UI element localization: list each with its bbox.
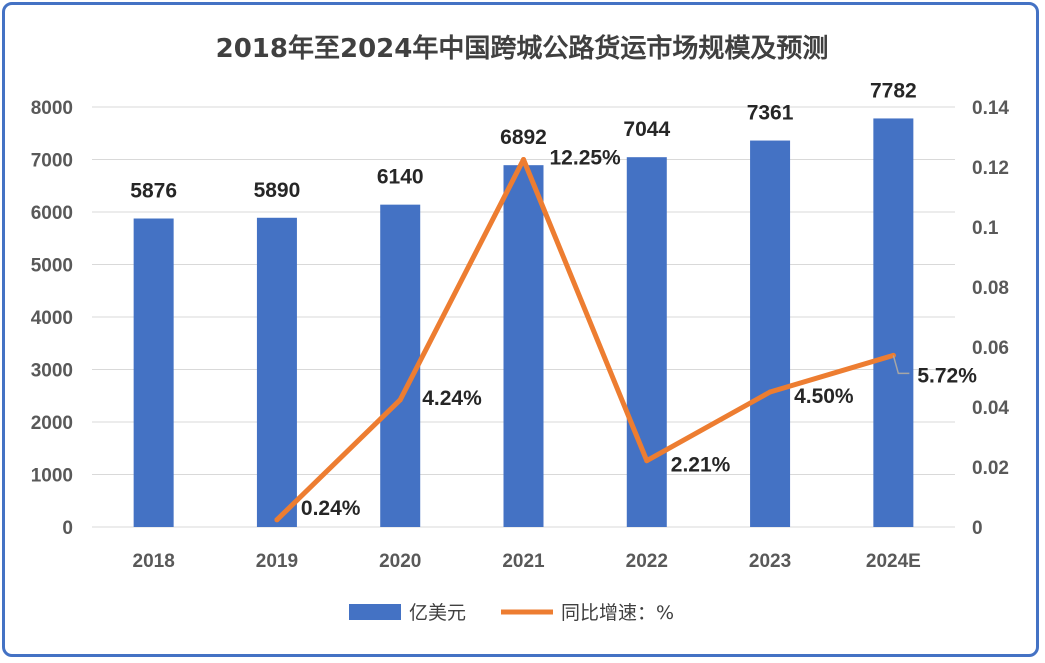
left-tick-label: 5000 xyxy=(31,256,73,277)
line-label-2019: 0.24% xyxy=(301,497,361,520)
right-tick-label: 0.14 xyxy=(972,98,1009,119)
line-label-2022: 2.21% xyxy=(671,454,731,477)
bar-2022 xyxy=(626,157,667,527)
chart-title: 2018年至2024年中国跨城公路货运市场规模及预测 xyxy=(216,33,829,64)
bar-2023 xyxy=(750,140,791,528)
bar-series xyxy=(133,118,914,528)
legend-swatch-bars xyxy=(349,604,401,620)
bar-data-labels: 5876 5890 6140 6892 7044 7361 7782 xyxy=(130,79,916,202)
right-tick-label: 0.02 xyxy=(972,458,1009,479)
bar-2024E xyxy=(873,118,914,527)
leader-line xyxy=(892,355,910,375)
x-tick-label-2021: 2021 xyxy=(502,551,545,572)
left-tick-label: 3000 xyxy=(31,361,73,382)
line-data-labels: 0.24% 4.24% 12.25% 2.21% 4.50% 5.72% xyxy=(301,147,977,520)
bar-label-2019: 5890 xyxy=(254,179,301,202)
bar-2019 xyxy=(256,217,297,527)
line-label-2024E: 5.72% xyxy=(917,364,977,387)
line-point-2020 xyxy=(397,397,403,403)
right-tick-label: 0.04 xyxy=(972,398,1009,419)
bar-label-2018: 5876 xyxy=(130,180,177,203)
bar-label-2023: 7361 xyxy=(747,102,794,125)
bar-2018 xyxy=(133,218,174,527)
line-label-2021: 12.25% xyxy=(550,147,622,170)
right-tick-label: 0.1 xyxy=(972,218,999,239)
right-tick-label: 0.12 xyxy=(972,158,1009,179)
right-tick-label: 0 xyxy=(972,518,983,539)
bar-label-2024E: 7782 xyxy=(870,79,917,102)
x-tick-label-2022: 2022 xyxy=(626,551,668,572)
right-tick-label: 0.06 xyxy=(972,338,1009,359)
left-tick-label: 7000 xyxy=(31,151,73,172)
legend: 亿美元 同比增速：% xyxy=(349,602,674,624)
x-tick-label-2024E: 2024E xyxy=(866,551,921,572)
x-tick-label-2018: 2018 xyxy=(133,551,175,572)
legend-label-line: 同比增速：% xyxy=(561,602,674,624)
left-tick-label: 8000 xyxy=(31,98,73,119)
left-tick-label: 1000 xyxy=(31,466,73,487)
x-axis: 2018 2019 2020 2021 2022 2023 2024E xyxy=(133,551,921,572)
line-point-2019 xyxy=(274,517,280,523)
line-point-2023 xyxy=(767,389,773,395)
right-axis: 0 0.02 0.04 0.06 0.08 0.1 0.12 0.14 xyxy=(972,98,1009,539)
x-tick-label-2019: 2019 xyxy=(256,551,298,572)
line-point-2021 xyxy=(521,157,526,162)
bar-label-2020: 6140 xyxy=(377,166,424,189)
legend-label-bars: 亿美元 xyxy=(409,602,466,624)
left-tick-label: 6000 xyxy=(31,203,73,224)
line-label-2023: 4.50% xyxy=(794,385,854,408)
bar-2021 xyxy=(503,165,544,528)
growth-line xyxy=(274,157,896,523)
line-point-2022 xyxy=(644,458,650,464)
bar-label-2021: 6892 xyxy=(500,126,547,149)
line-label-2020: 4.24% xyxy=(422,387,482,410)
left-axis: 0 1000 2000 3000 4000 5000 6000 7000 8000 xyxy=(31,98,73,539)
x-tick-label-2020: 2020 xyxy=(379,551,421,572)
left-tick-label: 4000 xyxy=(31,308,73,329)
bar-2020 xyxy=(380,204,421,527)
left-tick-label: 0 xyxy=(62,518,73,539)
left-tick-label: 2000 xyxy=(31,413,73,434)
x-tick-label-2023: 2023 xyxy=(749,551,791,572)
right-tick-label: 0.08 xyxy=(972,278,1009,299)
bar-label-2022: 7044 xyxy=(623,118,670,141)
